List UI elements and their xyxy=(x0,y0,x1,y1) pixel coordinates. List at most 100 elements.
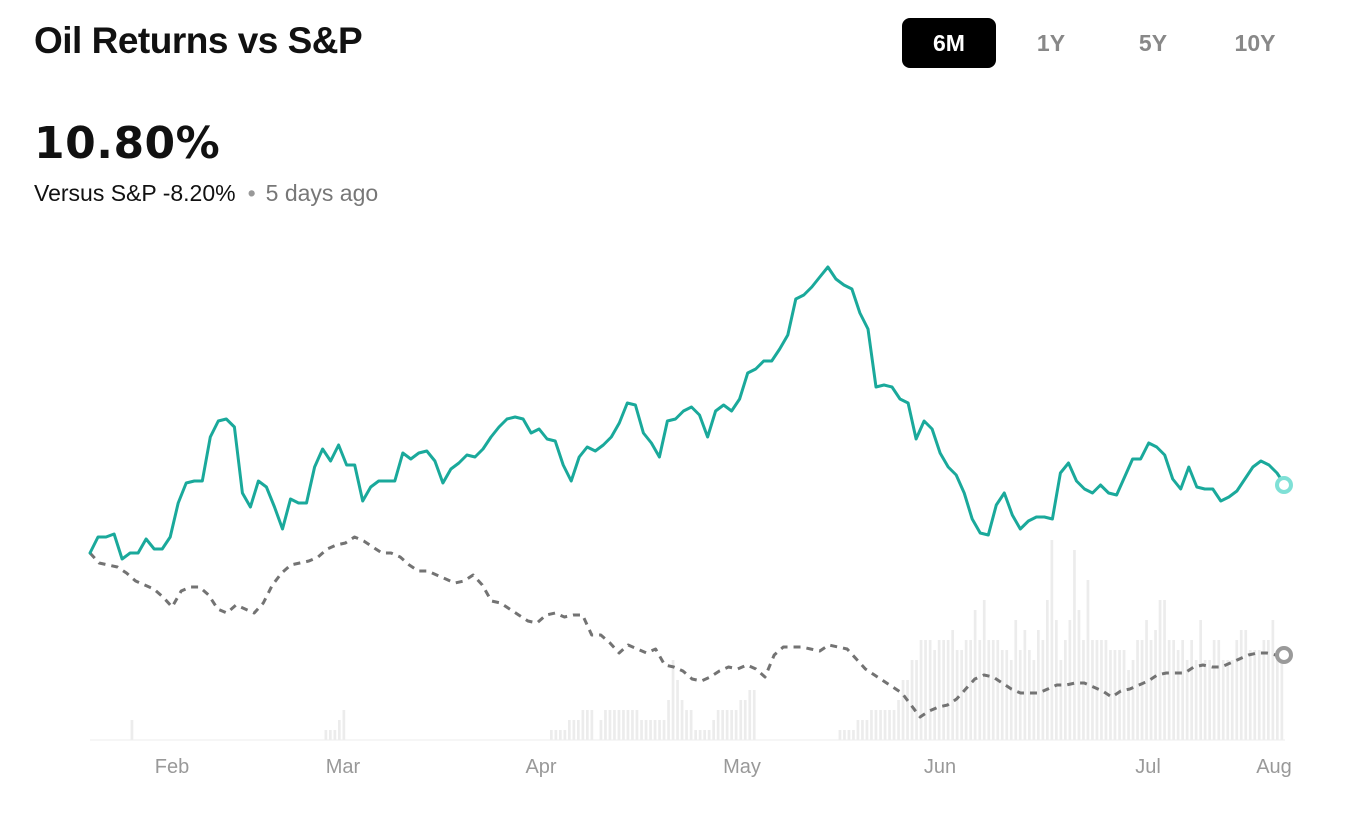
volume-bar xyxy=(946,640,950,740)
volume-bar xyxy=(1253,650,1257,740)
volume-bar xyxy=(730,710,733,740)
volume-bar xyxy=(1235,640,1239,740)
separator-dot: • xyxy=(247,180,256,206)
volume-bar xyxy=(1077,610,1081,740)
volume-bar xyxy=(856,720,860,740)
volume-bar xyxy=(1118,650,1121,740)
volume-bar xyxy=(698,730,702,740)
volume-bar xyxy=(333,730,337,740)
volume-bar xyxy=(671,660,675,740)
volume-bar xyxy=(712,720,715,740)
volume-bar xyxy=(324,730,328,740)
volume-bar xyxy=(1194,660,1198,740)
volume-bar xyxy=(1181,640,1184,740)
volume-bar xyxy=(676,680,679,740)
volume-bar xyxy=(937,640,941,740)
volume-bar xyxy=(572,720,576,740)
volume-bar xyxy=(1257,650,1261,740)
volume-bar xyxy=(1091,640,1094,740)
timestamp-text: 5 days ago xyxy=(265,180,379,206)
volume-bar xyxy=(861,720,864,740)
range-1y-button[interactable]: 1Y xyxy=(1036,29,1066,56)
volume-bar xyxy=(662,720,666,740)
volume-bar xyxy=(901,680,905,740)
volume-bar xyxy=(1009,660,1013,740)
return-value: 10.80% xyxy=(34,118,221,169)
volume-bar xyxy=(1100,640,1103,740)
volume-bar xyxy=(1050,540,1054,740)
volume-bar xyxy=(563,730,567,740)
volume-bar xyxy=(1018,650,1022,740)
volume-bar xyxy=(942,640,945,740)
volume-bar xyxy=(130,720,134,740)
volume-bar xyxy=(843,730,846,740)
volume-bar xyxy=(680,700,684,740)
volume-bar xyxy=(1262,640,1266,740)
volume-bar xyxy=(996,640,1000,740)
volume-bar xyxy=(577,720,580,740)
volume-bar xyxy=(883,710,887,740)
volume-bar xyxy=(1086,580,1090,740)
volume-bar xyxy=(906,680,909,740)
volume-bar xyxy=(1244,630,1248,740)
volume-bar xyxy=(991,640,995,740)
volume-bar xyxy=(1082,640,1085,740)
range-10y-button[interactable]: 10Y xyxy=(1234,29,1276,56)
volume-bar xyxy=(626,710,630,740)
range-selector: 6M 1Y 5Y 10Y xyxy=(902,18,1310,68)
volume-bar xyxy=(590,710,594,740)
volume-bar xyxy=(1185,660,1189,740)
volume-bar xyxy=(1167,640,1171,740)
x-tick-label: Apr xyxy=(525,756,556,778)
volume-bar xyxy=(689,710,693,740)
volume-bar xyxy=(725,710,729,740)
volume-bar xyxy=(915,660,918,740)
volume-bar xyxy=(1199,620,1202,740)
volume-bar xyxy=(748,690,752,740)
volume-bar xyxy=(1163,600,1166,740)
volume-bar xyxy=(1028,650,1031,740)
volume-bar xyxy=(1073,550,1076,740)
volume-bar xyxy=(1239,630,1243,740)
volume-bar xyxy=(631,710,634,740)
volume-bar xyxy=(667,700,670,740)
comparison-line: Versus S&P -8.20% • 5 days ago xyxy=(34,180,378,207)
volume-bar xyxy=(1145,620,1148,740)
x-tick-label: Feb xyxy=(155,756,189,778)
range-6m-button[interactable]: 6M xyxy=(902,18,996,68)
volume-bar xyxy=(613,710,616,740)
volume-bar xyxy=(1217,640,1221,740)
volume-bar xyxy=(1149,640,1153,740)
volume-bar xyxy=(1226,660,1230,740)
volume-bar xyxy=(1104,640,1108,740)
volume-bar xyxy=(707,730,711,740)
sp-end-marker xyxy=(1275,646,1293,664)
oil-series-line xyxy=(88,265,1287,561)
volume-bar xyxy=(888,710,891,740)
volume-bar xyxy=(838,730,842,740)
volume-bar xyxy=(955,650,959,740)
volume-bar xyxy=(1172,640,1175,740)
volume-bar xyxy=(1059,660,1063,740)
versus-text: Versus S&P -8.20% xyxy=(34,180,236,206)
volume-bar xyxy=(644,720,648,740)
volume-bar xyxy=(1267,640,1270,740)
volume-bar xyxy=(599,720,603,740)
volume-bar xyxy=(752,690,756,740)
volume-bar xyxy=(1158,600,1162,740)
volume-bar xyxy=(721,710,724,740)
x-tick-label: May xyxy=(723,756,761,778)
volume-bar xyxy=(1055,620,1058,740)
volume-bar xyxy=(554,730,558,740)
volume-bar xyxy=(874,710,878,740)
volume-bar xyxy=(852,730,855,740)
volume-bar xyxy=(1190,640,1193,740)
x-tick-label: Mar xyxy=(326,756,361,778)
volume-bar xyxy=(694,730,697,740)
sp-series-line xyxy=(88,535,1285,719)
range-5y-button[interactable]: 5Y xyxy=(1138,29,1168,56)
volume-bar xyxy=(928,640,932,740)
volume-bar xyxy=(1131,660,1135,740)
volume-bar xyxy=(987,640,991,740)
